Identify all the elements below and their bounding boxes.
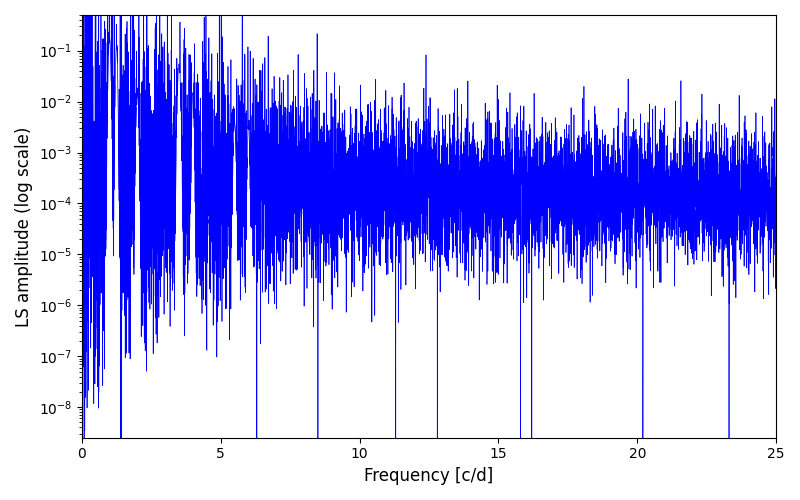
X-axis label: Frequency [c/d]: Frequency [c/d] — [364, 467, 494, 485]
Y-axis label: LS amplitude (log scale): LS amplitude (log scale) — [15, 126, 33, 326]
